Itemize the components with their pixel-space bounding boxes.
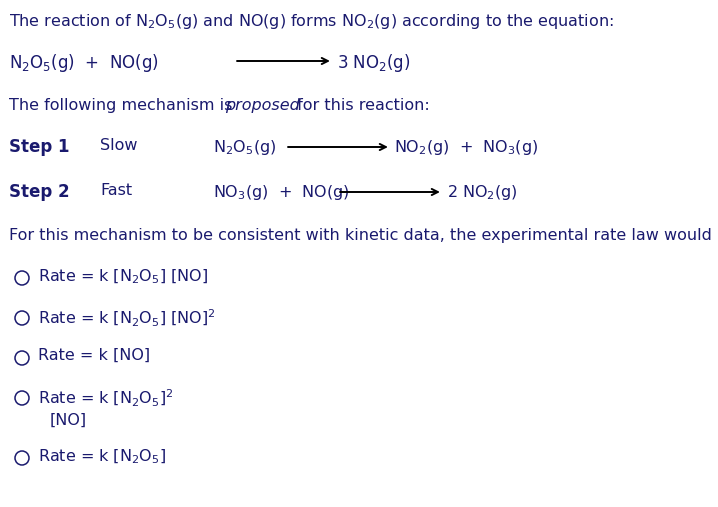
Text: N$_2$O$_5$(g)  +  NO(g): N$_2$O$_5$(g) + NO(g) bbox=[9, 52, 159, 74]
Text: proposed: proposed bbox=[225, 98, 299, 113]
Text: The following mechanism is: The following mechanism is bbox=[9, 98, 238, 113]
Text: [NO]: [NO] bbox=[50, 413, 87, 428]
Text: Step 2: Step 2 bbox=[9, 183, 70, 201]
Text: NO$_2$(g)  +  NO$_3$(g): NO$_2$(g) + NO$_3$(g) bbox=[394, 138, 538, 157]
Text: N$_2$O$_5$(g): N$_2$O$_5$(g) bbox=[213, 138, 276, 157]
Text: 3 NO$_2$(g): 3 NO$_2$(g) bbox=[337, 52, 411, 74]
Text: for this reaction:: for this reaction: bbox=[292, 98, 430, 113]
Text: The reaction of N$_2$O$_5$(g) and NO(g) forms NO$_2$(g) according to the equatio: The reaction of N$_2$O$_5$(g) and NO(g) … bbox=[9, 12, 614, 31]
Text: Step 1: Step 1 bbox=[9, 138, 70, 156]
Text: For this mechanism to be consistent with kinetic data, the experimental rate law: For this mechanism to be consistent with… bbox=[9, 228, 718, 243]
Text: Fast: Fast bbox=[100, 183, 132, 198]
Text: Rate = k [N$_2$O$_5$]: Rate = k [N$_2$O$_5$] bbox=[38, 448, 166, 466]
Text: Rate = k [N$_2$O$_5$]$^2$: Rate = k [N$_2$O$_5$]$^2$ bbox=[38, 388, 174, 409]
Text: Rate = k [N$_2$O$_5$] [NO]: Rate = k [N$_2$O$_5$] [NO] bbox=[38, 268, 208, 286]
Text: Rate = k [N$_2$O$_5$] [NO]$^2$: Rate = k [N$_2$O$_5$] [NO]$^2$ bbox=[38, 308, 215, 329]
Text: Rate = k [NO]: Rate = k [NO] bbox=[38, 348, 150, 363]
Text: Slow: Slow bbox=[100, 138, 138, 153]
Text: 2 NO$_2$(g): 2 NO$_2$(g) bbox=[447, 183, 518, 202]
Text: NO$_3$(g)  +  NO(g): NO$_3$(g) + NO(g) bbox=[213, 183, 350, 202]
